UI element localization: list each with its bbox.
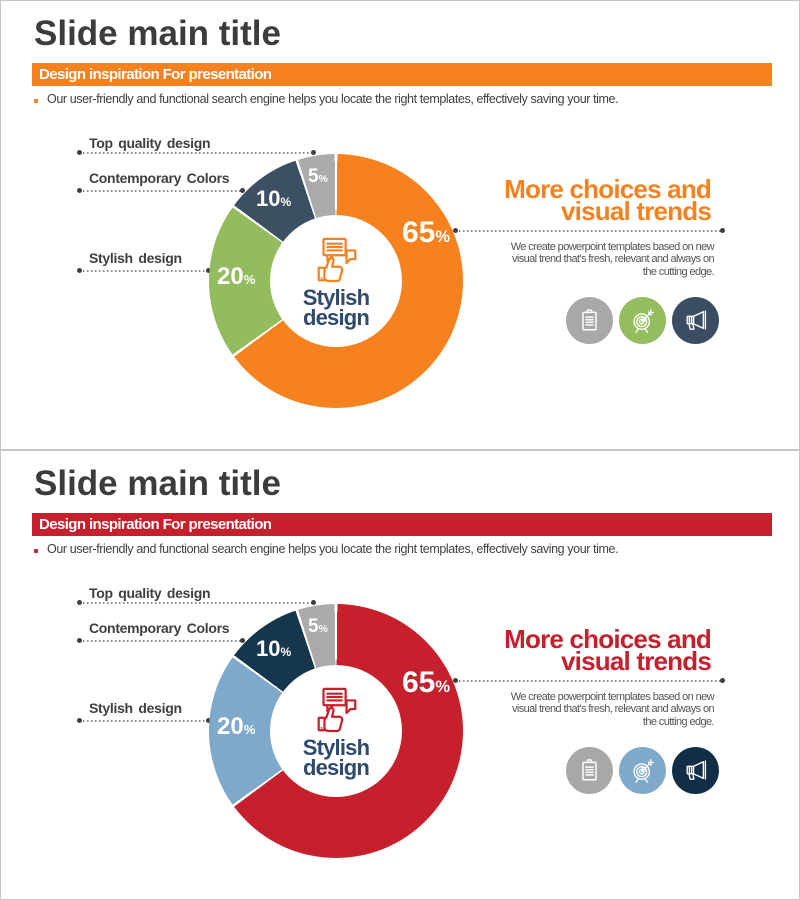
callout-label-contemporary-colors: Contemporary Colors	[89, 620, 230, 636]
target-icon	[633, 309, 655, 333]
icon-circle-target	[619, 297, 666, 344]
center-label-line2: design	[302, 305, 370, 330]
icon-circle-megaphone	[672, 747, 719, 794]
slide-title: Slide main title	[34, 464, 281, 503]
right-panel-heading: More choices and visual trends	[504, 624, 712, 676]
feedback-thumbs-up-icon	[317, 687, 357, 733]
callout-label-stylish-design: Stylish design	[89, 250, 182, 266]
leader-line	[77, 150, 316, 155]
callout-label-top-quality: Top quality design	[89, 135, 211, 151]
icon-circle-clipboard	[566, 747, 613, 794]
center-label-line1: Stylish	[302, 285, 370, 310]
section-banner: Design inspiration For presentation	[32, 513, 772, 536]
leader-line	[77, 188, 245, 193]
heading-line2: visual trends	[561, 646, 712, 676]
center-label-line1: Stylish	[302, 735, 370, 760]
right-panel-paragraph: We create powerpoint templates based on …	[510, 241, 715, 278]
heading-line2: visual trends	[561, 196, 712, 226]
leader-line-65	[453, 228, 725, 233]
right-panel-paragraph: We create powerpoint templates based on …	[510, 691, 715, 728]
clipboard-icon	[582, 309, 597, 331]
percent-label-5: 5%	[308, 616, 328, 637]
percent-label-20: 20%	[217, 713, 256, 740]
donut-hole: Stylish design	[270, 665, 402, 797]
bullet-text: Our user-friendly and functional search …	[47, 542, 619, 556]
clipboard-icon	[582, 759, 597, 781]
section-banner-label: Design inspiration For presentation	[39, 66, 272, 83]
section-banner-label: Design inspiration For presentation	[39, 516, 272, 533]
percent-label-65: 65%	[402, 666, 451, 699]
icon-circle-target	[619, 747, 666, 794]
heading-line1: More choices and	[504, 174, 712, 204]
leader-line	[77, 718, 211, 723]
slide-2[interactable]: Slide main title Design inspiration For …	[0, 450, 800, 900]
right-panel-heading: More choices and visual trends	[504, 174, 712, 226]
donut-hole: Stylish design	[270, 215, 402, 347]
leader-line	[77, 600, 316, 605]
donut-center-label: Stylish design	[302, 735, 370, 780]
feedback-thumbs-up-icon	[317, 237, 357, 283]
slide-title: Slide main title	[34, 14, 281, 53]
icon-circle-row	[566, 747, 719, 794]
percent-label-10: 10%	[256, 186, 292, 211]
callout-label-contemporary-colors: Contemporary Colors	[89, 170, 230, 186]
megaphone-icon	[686, 760, 707, 780]
percent-label-5: 5%	[308, 166, 328, 187]
leader-line	[77, 268, 211, 273]
leader-line	[77, 638, 245, 643]
donut-center-label: Stylish design	[302, 285, 370, 330]
percent-label-65: 65%	[402, 216, 451, 249]
bullet-marker	[34, 549, 38, 553]
callout-label-stylish-design: Stylish design	[89, 700, 182, 716]
section-banner: Design inspiration For presentation	[32, 63, 772, 86]
bullet-text: Our user-friendly and functional search …	[47, 92, 619, 106]
center-label-line2: design	[302, 755, 370, 780]
megaphone-icon	[686, 310, 707, 330]
icon-circle-megaphone	[672, 297, 719, 344]
callout-label-top-quality: Top quality design	[89, 585, 211, 601]
target-icon	[633, 759, 655, 783]
leader-line-65	[453, 678, 725, 683]
bullet-marker	[34, 99, 38, 103]
icon-circle-row	[566, 297, 719, 344]
donut-chart: Stylish design	[209, 154, 463, 408]
donut-chart: Stylish design	[209, 604, 463, 858]
heading-line1: More choices and	[504, 624, 712, 654]
icon-circle-clipboard	[566, 297, 613, 344]
percent-label-10: 10%	[256, 636, 292, 661]
percent-label-20: 20%	[217, 263, 256, 290]
slide-1[interactable]: Slide main title Design inspiration For …	[0, 0, 800, 450]
